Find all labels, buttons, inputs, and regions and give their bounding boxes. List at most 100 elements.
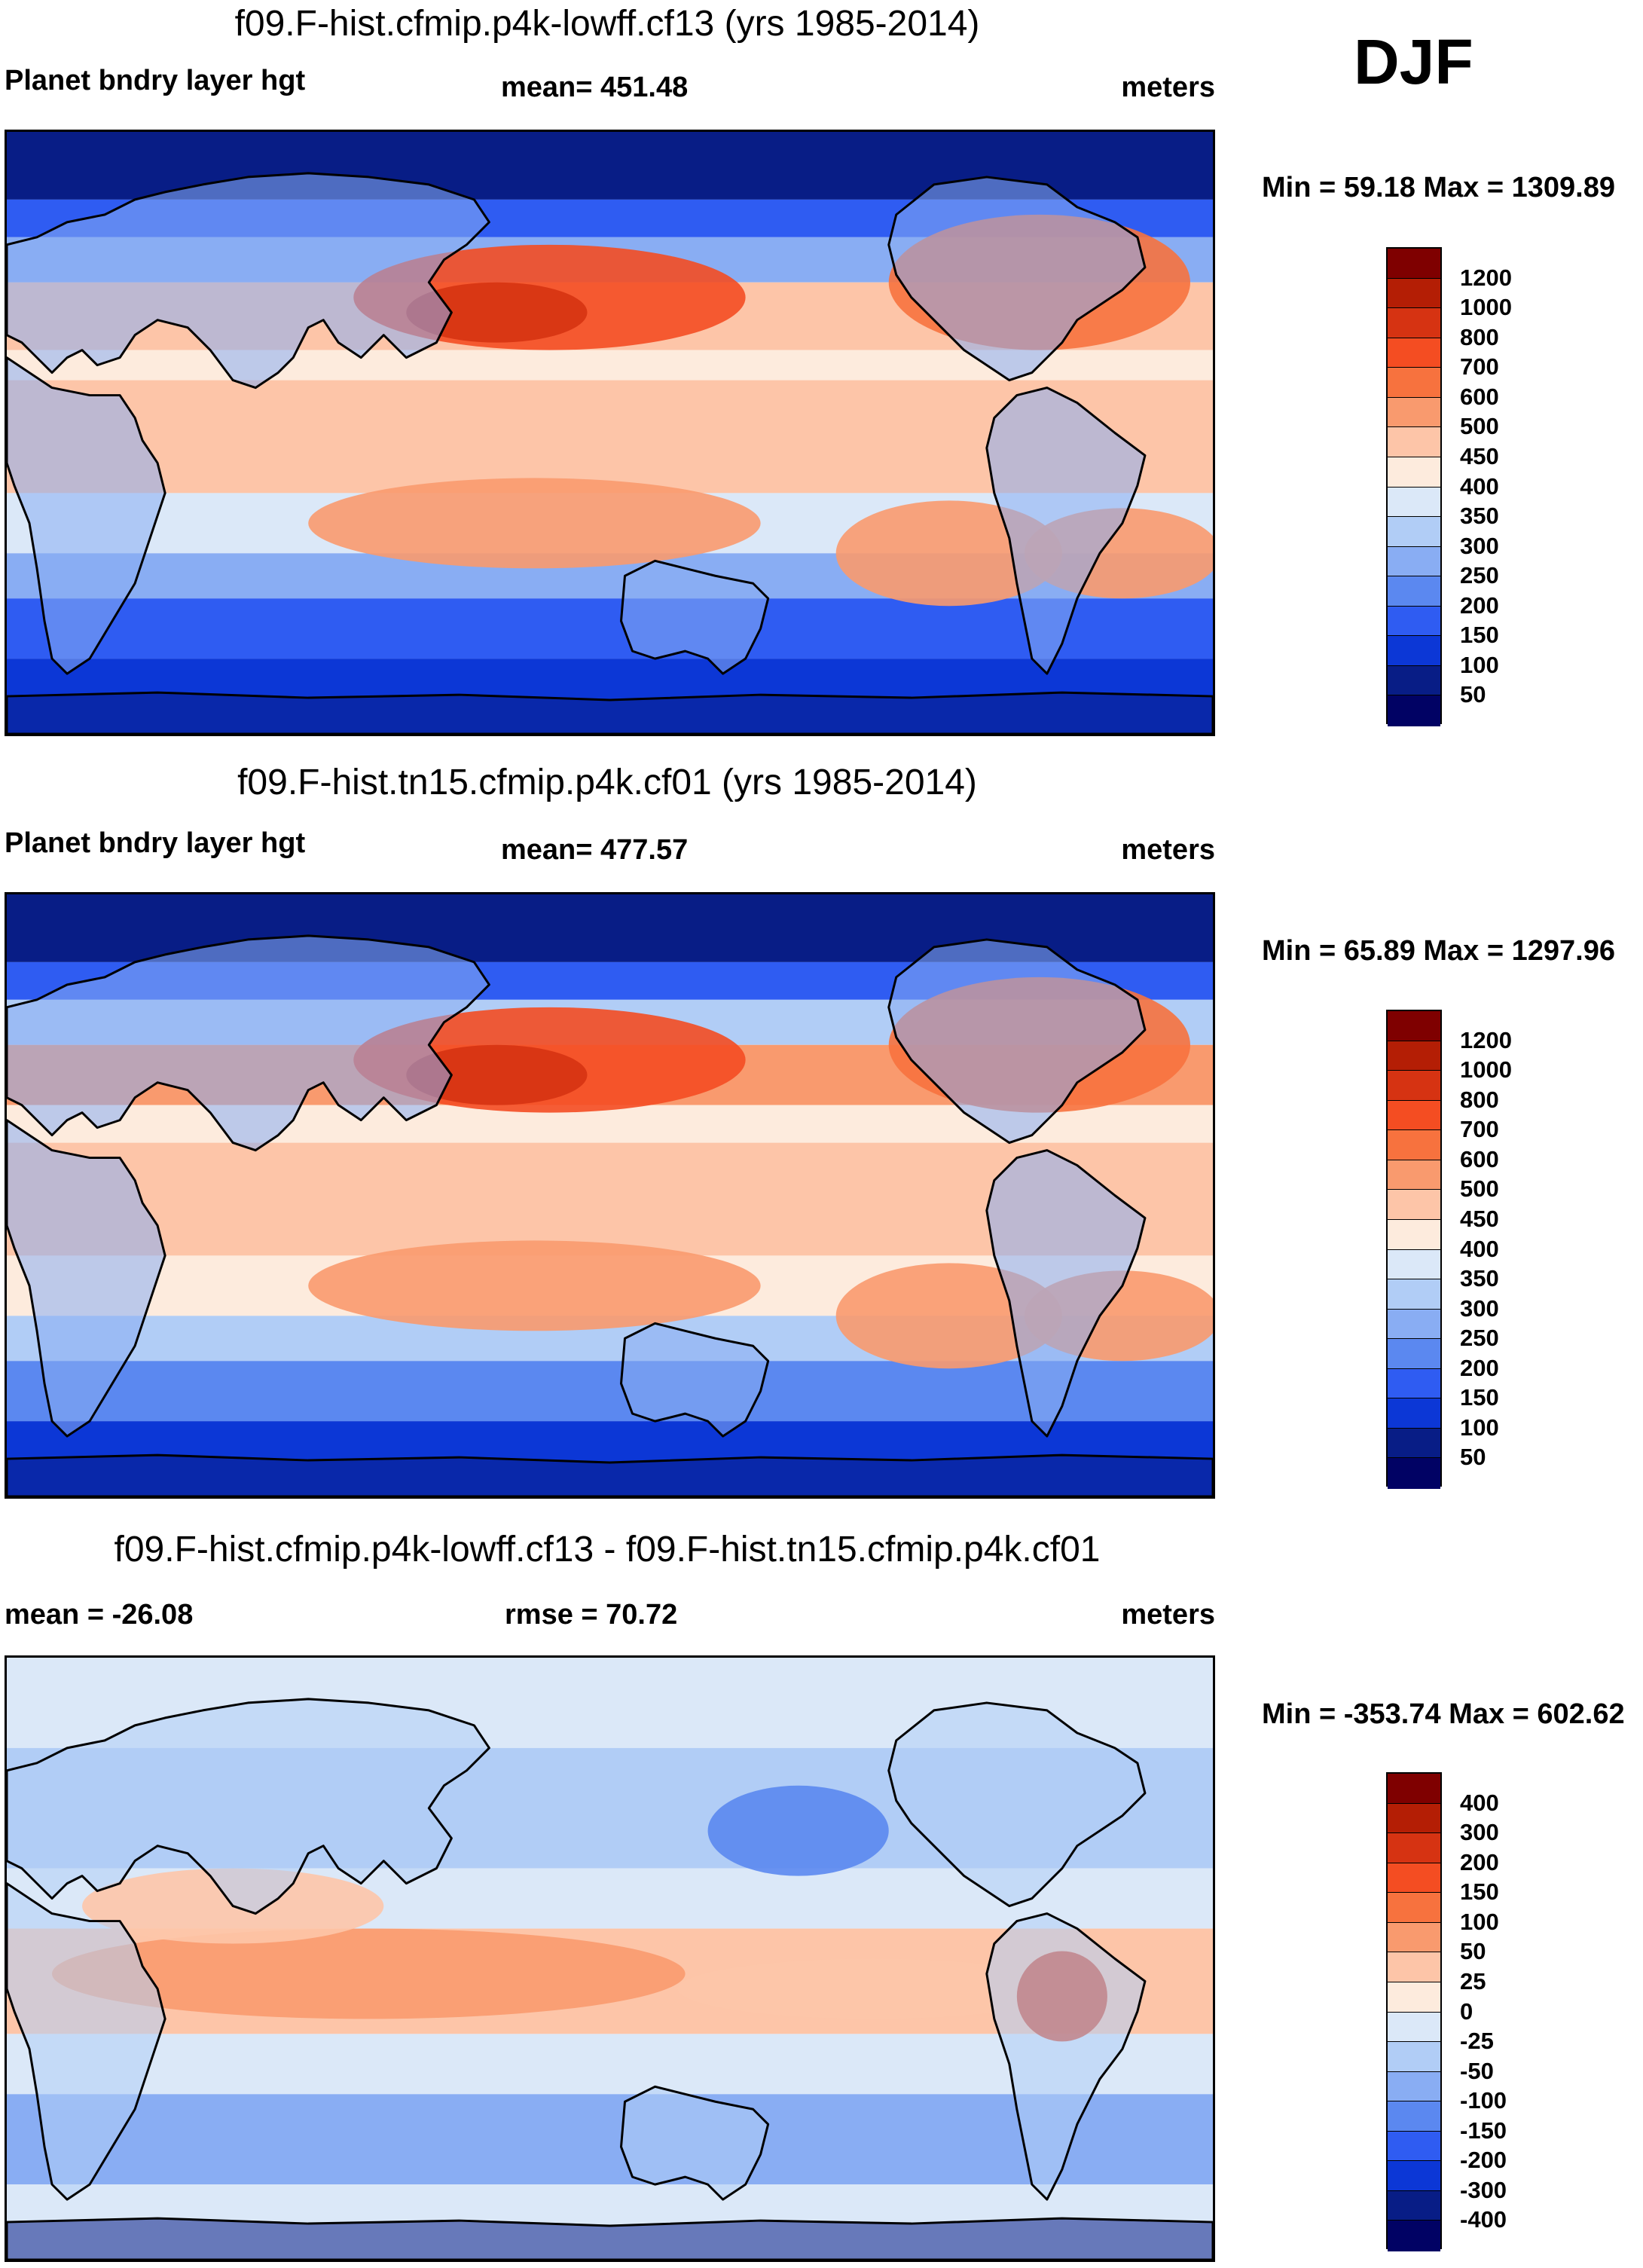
- colorbar-tick-label: 1200: [1460, 1026, 1512, 1053]
- panel2-title: f09.F-hist.tn15.cfmip.p4k.cf01 (yrs 1985…: [237, 763, 977, 802]
- colorbar-swatch: [1388, 2190, 1440, 2222]
- colorbar-swatch: [1388, 2012, 1440, 2043]
- colorbar-tick-label: 250: [1460, 562, 1499, 589]
- colorbar-swatch: [1388, 397, 1440, 429]
- panel1-map: [5, 130, 1215, 736]
- colorbar-swatch: [1388, 1041, 1440, 1072]
- panel1-variable-label: Planet bndry layer hgt: [5, 65, 306, 96]
- panel3-minmax-label: Min = -353.74 Max = 602.62: [1262, 1698, 1625, 1730]
- colorbar-swatch: [1388, 1219, 1440, 1251]
- colorbar-tick-label: 150: [1460, 1384, 1499, 1411]
- colorbar-tick-label: 600: [1460, 1145, 1499, 1172]
- colorbar-swatch: [1388, 1130, 1440, 1161]
- colorbar-tick-label: 500: [1460, 1175, 1499, 1203]
- colorbar-tick-label: 400: [1460, 472, 1499, 500]
- colorbar-swatch: [1388, 2071, 1440, 2103]
- panel3-mean-label: mean = -26.08: [5, 1599, 194, 1631]
- colorbar-tick-label: 250: [1460, 1325, 1499, 1352]
- colorbar-tick-label: 150: [1460, 622, 1499, 649]
- colorbar-swatch: [1388, 1071, 1440, 1102]
- colorbar-swatch: [1388, 487, 1440, 518]
- colorbar-swatch: [1388, 1893, 1440, 1924]
- colorbar-tick-label: 200: [1460, 1354, 1499, 1381]
- panel1-minmax-label: Min = 59.18 Max = 1309.89: [1262, 172, 1615, 203]
- colorbar-swatch: [1388, 368, 1440, 399]
- colorbar-tick-label: 400: [1460, 1235, 1499, 1262]
- colorbar-swatch: [1388, 1428, 1440, 1460]
- colorbar-swatch: [1388, 546, 1440, 578]
- colorbar-swatch: [1388, 457, 1440, 488]
- panel3-map: [5, 1655, 1215, 2262]
- colorbar-swatch: [1388, 1100, 1440, 1132]
- colorbar-tick-label: 450: [1460, 442, 1499, 469]
- colorbar-swatch: [1388, 1803, 1440, 1835]
- colorbar-tick-label: 450: [1460, 1205, 1499, 1232]
- colorbar-tick-label: 400: [1460, 1789, 1499, 1816]
- colorbar-swatch: [1388, 665, 1440, 697]
- colorbar-tick-label: 50: [1460, 1444, 1486, 1471]
- colorbar-swatch: [1388, 338, 1440, 369]
- panel2-map-svg: [7, 894, 1213, 1496]
- panel3-colorbar: [1386, 1772, 1442, 2251]
- colorbar-tick-label: -400: [1460, 2206, 1507, 2233]
- colorbar-swatch: [1388, 1368, 1440, 1400]
- colorbar-swatch: [1388, 636, 1440, 667]
- panel3-units-label: meters: [1121, 1599, 1215, 1631]
- colorbar-swatch: [1388, 2131, 1440, 2163]
- panel3-map-svg: [7, 1658, 1213, 2260]
- colorbar-swatch: [1388, 2221, 1440, 2251]
- panel2-mean-label: mean= 477.57: [501, 834, 689, 866]
- colorbar-swatch: [1388, 2101, 1440, 2132]
- colorbar-tick-label: 50: [1460, 1938, 1486, 1965]
- colorbar-tick-label: 1000: [1460, 294, 1512, 321]
- panel2-map: [5, 892, 1215, 1499]
- colorbar-tick-label: -50: [1460, 2057, 1494, 2084]
- colorbar-swatch: [1388, 2161, 1440, 2192]
- colorbar-swatch: [1388, 517, 1440, 548]
- colorbar-tick-label: -150: [1460, 2117, 1507, 2144]
- colorbar-swatch: [1388, 1339, 1440, 1370]
- colorbar-swatch: [1388, 1922, 1440, 1954]
- panel2-minmax-label: Min = 65.89 Max = 1297.96: [1262, 935, 1615, 967]
- colorbar-tick-label: 1000: [1460, 1056, 1512, 1084]
- panel2-colorbar: [1386, 1010, 1442, 1489]
- colorbar-swatch: [1388, 1249, 1440, 1281]
- panel2-units-label: meters: [1121, 834, 1215, 866]
- colorbar-tick-label: 50: [1460, 681, 1486, 708]
- panel3-rmse-label: rmse = 70.72: [505, 1599, 678, 1631]
- colorbar-tick-label: 100: [1460, 1414, 1499, 1441]
- colorbar-swatch: [1388, 278, 1440, 310]
- panel1-map-svg: [7, 132, 1213, 734]
- colorbar-tick-label: -300: [1460, 2176, 1507, 2203]
- colorbar-tick-label: 100: [1460, 651, 1499, 678]
- colorbar-swatch: [1388, 1458, 1440, 1489]
- colorbar-tick-label: 300: [1460, 1294, 1499, 1322]
- panel1-mean-label: mean= 451.48: [501, 72, 689, 103]
- panel2-variable-label: Planet bndry layer hgt: [5, 827, 306, 859]
- colorbar-swatch: [1388, 1982, 1440, 2013]
- colorbar-tick-label: 350: [1460, 1265, 1499, 1292]
- colorbar-swatch: [1388, 1833, 1440, 1864]
- colorbar-tick-label: 0: [1460, 1997, 1474, 2025]
- colorbar-tick-label: 1200: [1460, 264, 1512, 291]
- panel3-title: f09.F-hist.cfmip.p4k-lowff.cf13 - f09.F-…: [114, 1530, 1101, 1570]
- panel1-units-label: meters: [1121, 72, 1215, 103]
- colorbar-tick-label: 800: [1460, 1086, 1499, 1113]
- colorbar-tick-label: 150: [1460, 1878, 1499, 1906]
- colorbar-tick-label: 500: [1460, 413, 1499, 440]
- colorbar-tick-label: 350: [1460, 503, 1499, 530]
- colorbar-swatch: [1388, 695, 1440, 726]
- colorbar-swatch: [1388, 1011, 1440, 1042]
- colorbar-swatch: [1388, 249, 1440, 280]
- colorbar-tick-label: 300: [1460, 532, 1499, 559]
- colorbar-tick-label: 600: [1460, 383, 1499, 410]
- panel1-title: f09.F-hist.cfmip.p4k-lowff.cf13 (yrs 198…: [234, 4, 980, 44]
- colorbar-swatch: [1388, 2042, 1440, 2073]
- colorbar-swatch: [1388, 1190, 1440, 1221]
- colorbar-tick-label: 800: [1460, 323, 1499, 350]
- colorbar-swatch: [1388, 576, 1440, 607]
- colorbar-tick-label: 700: [1460, 1116, 1499, 1143]
- colorbar-tick-label: 25: [1460, 1967, 1486, 1994]
- colorbar-swatch: [1388, 1774, 1440, 1805]
- colorbar-swatch: [1388, 427, 1440, 458]
